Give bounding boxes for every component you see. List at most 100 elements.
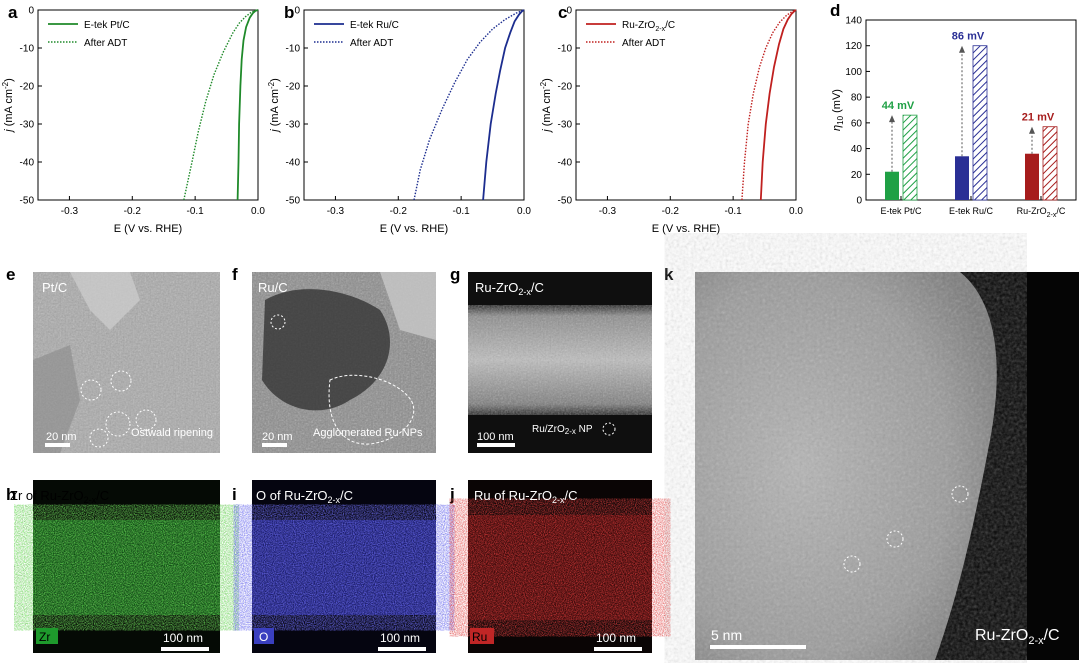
scale-bar xyxy=(710,645,806,649)
micrograph-e-scale: 20 nm xyxy=(46,431,77,443)
legend-label: After ADT xyxy=(350,38,393,49)
scale-bar xyxy=(378,647,426,651)
micrograph-g-title: Ru-ZrO2-x/C xyxy=(475,280,544,297)
micrograph-f-scale: 20 nm xyxy=(262,431,293,443)
chart-panel-b: -0.3 -0.2 -0.1 0.0 0 -10 -20 -30 -40 -50 E (V vs. … xyxy=(267,6,531,236)
particle-marker xyxy=(602,422,616,436)
delta-arrowhead xyxy=(1029,126,1035,134)
y-tick-label: -50 xyxy=(286,196,301,207)
micrograph-e: Pt/C Ostwald ripening 20 nm xyxy=(33,272,220,453)
panel-letter-e: e xyxy=(6,265,15,284)
micrograph-j-tag: Ru xyxy=(472,630,487,644)
y-tick-label: -20 xyxy=(286,82,301,93)
particle-marker xyxy=(89,428,109,448)
y-tick-label: -30 xyxy=(558,120,573,131)
micrograph-g-note: Ru/ZrO2-x NP xyxy=(532,424,593,436)
micrograph-k-scale: 5 nm xyxy=(711,627,742,643)
y-axis-label: j (mA cm-2) xyxy=(539,78,553,134)
x-tick-label: -0.3 xyxy=(327,206,345,217)
micrograph-f-note: Agglomerated Ru NPs xyxy=(313,427,423,439)
y-tick-label: 0 xyxy=(28,6,34,17)
micrograph-e-note: Ostwald ripening xyxy=(131,427,213,439)
x-tick-label: 0.0 xyxy=(251,206,265,217)
particle-marker xyxy=(80,379,102,401)
particle-marker xyxy=(951,485,969,503)
series-line-solid xyxy=(759,9,797,201)
x-axis-label: E (V vs. RHE) xyxy=(114,223,182,235)
y-tick-label: 0 xyxy=(856,196,862,207)
particle-marker xyxy=(843,555,861,573)
x-tick-label: 0.0 xyxy=(517,206,531,217)
micrograph-j-scale: 100 nm xyxy=(596,631,636,645)
panel-letter-j: j xyxy=(449,485,455,504)
micrograph-i-scale: 100 nm xyxy=(380,631,420,645)
legend-label: E-tek Pt/C xyxy=(84,20,130,31)
bar-initial xyxy=(1025,153,1039,200)
particle-marker xyxy=(886,530,904,548)
panel-letter-i: i xyxy=(232,485,237,504)
plot-frame xyxy=(37,9,259,201)
micrograph-f: Ru/C Agglomerated Ru NPs 20 nm xyxy=(252,272,436,453)
bar-initial xyxy=(955,156,969,200)
x-tick-label: -0.1 xyxy=(453,206,471,217)
micrograph-i-tag: O xyxy=(259,630,268,644)
y-tick-label: -30 xyxy=(20,120,35,131)
y-tick-label: -40 xyxy=(558,158,573,169)
x-tick-label: -0.2 xyxy=(662,206,680,217)
micrograph-h-tag: Zr xyxy=(39,630,50,644)
y-tick-label: -20 xyxy=(558,82,573,93)
y-axis-label: j (mA cm-2) xyxy=(267,78,281,134)
micrograph-g-scale: 100 nm xyxy=(477,431,514,443)
y-tick-label: 40 xyxy=(851,144,863,155)
panel-letter-b: b xyxy=(284,3,294,22)
x-tick-label: E-tek Ru/C xyxy=(949,206,994,216)
panel-letter-g: g xyxy=(450,265,460,284)
series-line-solid xyxy=(482,9,525,201)
series-line-dotted xyxy=(413,9,525,201)
panel-letter-h: h xyxy=(6,485,16,504)
scale-bar xyxy=(161,647,209,651)
scale-bar xyxy=(594,647,642,651)
plot-frame xyxy=(303,9,525,201)
y-tick-label: -10 xyxy=(286,44,301,55)
delta-annotation: 21 mV xyxy=(1022,112,1055,124)
micrograph-f-title: Ru/C xyxy=(258,280,288,295)
chart-panel-c: -0.3 -0.2 -0.1 0.0 0 -10 -20 -30 -40 -50 E (V vs. … xyxy=(539,6,803,236)
y-tick-label: -50 xyxy=(558,196,573,207)
y-tick-label: -40 xyxy=(20,158,35,169)
y-tick-label: 60 xyxy=(851,118,863,129)
chart-panel-d: 0 20 40 60 80 100 120 140 η10 (mV) 44 mV E-tek Pt/… xyxy=(831,16,1077,219)
y-tick-label: 120 xyxy=(845,41,862,52)
x-tick-label: 0.0 xyxy=(789,206,803,217)
micrograph-i: O of Ru-ZrO2-x/C O 100 nm xyxy=(252,480,436,653)
scale-bar xyxy=(477,443,515,447)
delta-arrowhead xyxy=(889,115,895,123)
legend-label: After ADT xyxy=(622,38,665,49)
micrograph-g: Ru-ZrO2-x/C Ru/ZrO2-x NP 100 nm xyxy=(468,272,652,453)
series-line-solid xyxy=(236,9,259,201)
element-tag-ru xyxy=(470,628,494,644)
micrograph-k-label: Ru-ZrO2-x/C xyxy=(975,627,1060,647)
plot-frame xyxy=(575,9,797,201)
y-tick-label: 20 xyxy=(851,170,863,181)
particle-marker xyxy=(270,314,286,330)
legend-label: After ADT xyxy=(84,38,127,49)
scale-bar xyxy=(45,443,70,447)
micrograph-j: Ru of Ru-ZrO2-x/C Ru 100 nm xyxy=(468,480,652,653)
element-tag-o xyxy=(254,628,274,644)
series-line-dotted xyxy=(183,9,259,201)
particle-marker xyxy=(110,370,132,392)
element-tag-zr xyxy=(36,628,58,644)
micrograph-h-title: Zr of Ru-ZrO2-x/C xyxy=(10,488,109,505)
y-tick-label: -40 xyxy=(286,158,301,169)
y-tick-label: -20 xyxy=(20,82,35,93)
delta-annotation: 44 mV xyxy=(882,100,915,112)
panel-letter-c: c xyxy=(558,3,567,22)
y-tick-label: 140 xyxy=(845,16,862,27)
x-tick-label: -0.2 xyxy=(390,206,408,217)
x-tick-label: -0.3 xyxy=(61,206,79,217)
micrograph-h-scale: 100 nm xyxy=(163,631,203,645)
y-tick-label: -10 xyxy=(558,44,573,55)
micrograph-j-title: Ru of Ru-ZrO2-x/C xyxy=(474,488,578,505)
y-axis-label: η10 (mV) xyxy=(831,89,845,131)
